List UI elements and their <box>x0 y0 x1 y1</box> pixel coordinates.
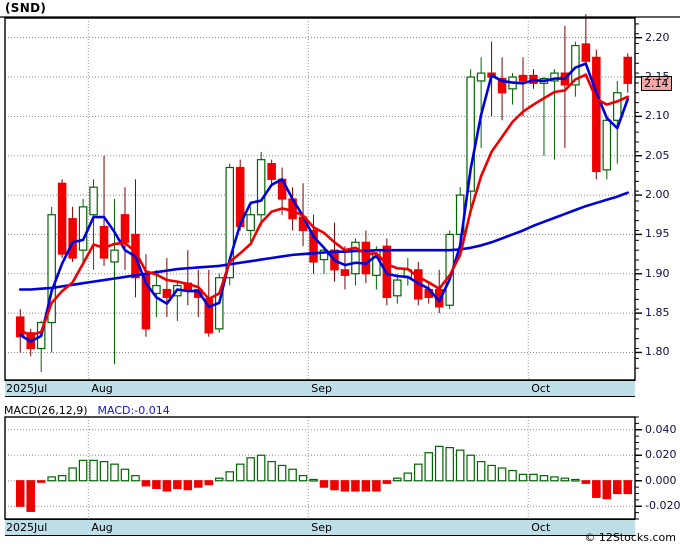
macd-legend-value: MACD:-0.014 <box>97 404 170 417</box>
macd-axis-tick: 0.040 <box>645 422 677 436</box>
macd-axis-tick: 0.000 <box>645 473 677 487</box>
price-axis-tick: 1.85 <box>645 306 670 320</box>
copyright-footer: © 12Stocks.com <box>584 531 676 544</box>
price-axis-tick: 1.95 <box>645 227 670 241</box>
price-axis-tick: 1.80 <box>645 345 670 359</box>
macd-legend: MACD(26,12,9) MACD:-0.014 <box>4 404 170 417</box>
macd-legend-name: MACD(26,12,9) <box>4 404 88 417</box>
price-axis-tick: 2.20 <box>645 30 670 44</box>
xaxis-tick-label: Aug <box>91 521 113 534</box>
macd-axis-tick: 0.020 <box>645 448 677 462</box>
price-axis-tick: 1.90 <box>645 266 670 280</box>
xaxis-tick-label: 2025Jul <box>6 521 48 534</box>
xaxis-tick-label: Aug <box>91 382 113 395</box>
title-bar: (SND) <box>0 0 680 17</box>
price-axis-tick: 2.05 <box>645 148 670 162</box>
page-title: (SND) <box>5 1 47 15</box>
xaxis-tick-label: Oct <box>531 382 551 395</box>
price-xaxis-band: 2025Jul Aug Sep Oct <box>5 380 635 397</box>
xaxis-tick-label: Sep <box>311 521 333 534</box>
xaxis-tick-label: 2025Jul <box>6 382 48 395</box>
xaxis-tick-label: Sep <box>311 382 333 395</box>
xaxis-tick-label: Oct <box>531 521 551 534</box>
price-axis-tick: 2.15 <box>645 70 670 84</box>
macd-xaxis-band: 2025Jul Aug Sep Oct <box>5 519 635 536</box>
macd-axis-tick: -0.020 <box>645 499 680 513</box>
price-axis-tick: 2.00 <box>645 188 670 202</box>
price-axis-tick: 2.10 <box>645 109 670 123</box>
current-price-badge: 2.14 <box>641 76 672 92</box>
